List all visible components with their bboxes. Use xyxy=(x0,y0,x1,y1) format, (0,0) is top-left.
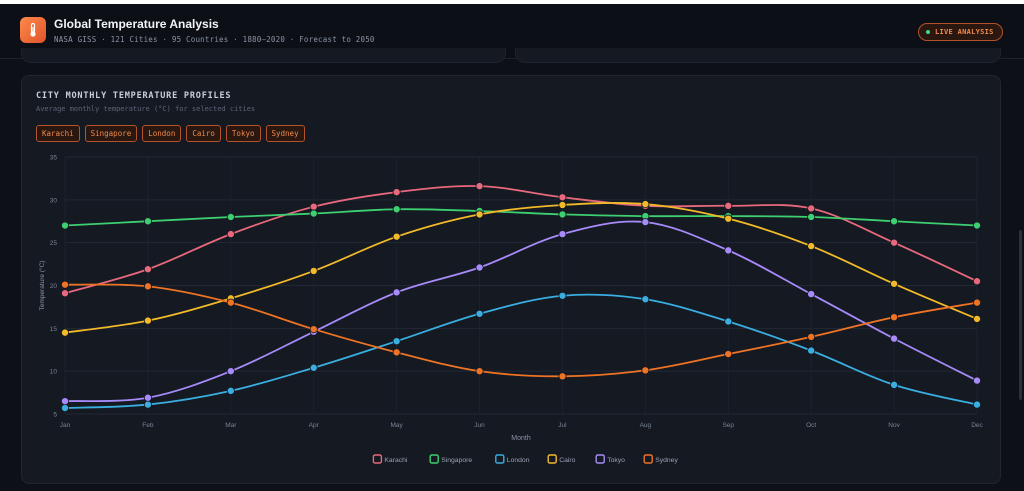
city-chip-list: Karachi Singapore London Cairo Tokyo Syd… xyxy=(36,125,305,142)
app-title: Global Temperature Analysis xyxy=(54,17,219,31)
city-chip-london[interactable]: London xyxy=(142,125,182,142)
card-subtitle: Average monthly temperature (°C) for sel… xyxy=(36,105,256,113)
card-title: CITY MONTHLY TEMPERATURE PROFILES xyxy=(36,91,232,101)
live-dot-icon xyxy=(926,30,930,34)
city-chip-sydney[interactable]: Sydney xyxy=(265,125,305,142)
city-chip-tokyo[interactable]: Tokyo xyxy=(225,125,261,142)
city-chip-cairo[interactable]: Cairo xyxy=(186,125,221,142)
page-scrollbar[interactable] xyxy=(1019,230,1022,400)
previous-panel-left xyxy=(21,48,506,63)
app-subtitle: NASA GISS · 121 Cities · 95 Countries · … xyxy=(54,35,375,44)
temperature-profiles-card: CITY MONTHLY TEMPERATURE PROFILES Averag… xyxy=(21,75,1001,484)
live-badge-label: LIVE ANALYSIS xyxy=(935,28,994,36)
previous-panel-right xyxy=(515,48,1001,63)
live-analysis-badge[interactable]: LIVE ANALYSIS xyxy=(918,23,1003,41)
window-top-edge xyxy=(0,0,1024,4)
city-chip-karachi[interactable]: Karachi xyxy=(36,125,80,142)
city-chip-singapore[interactable]: Singapore xyxy=(84,125,138,142)
thermometer-icon xyxy=(20,17,46,43)
